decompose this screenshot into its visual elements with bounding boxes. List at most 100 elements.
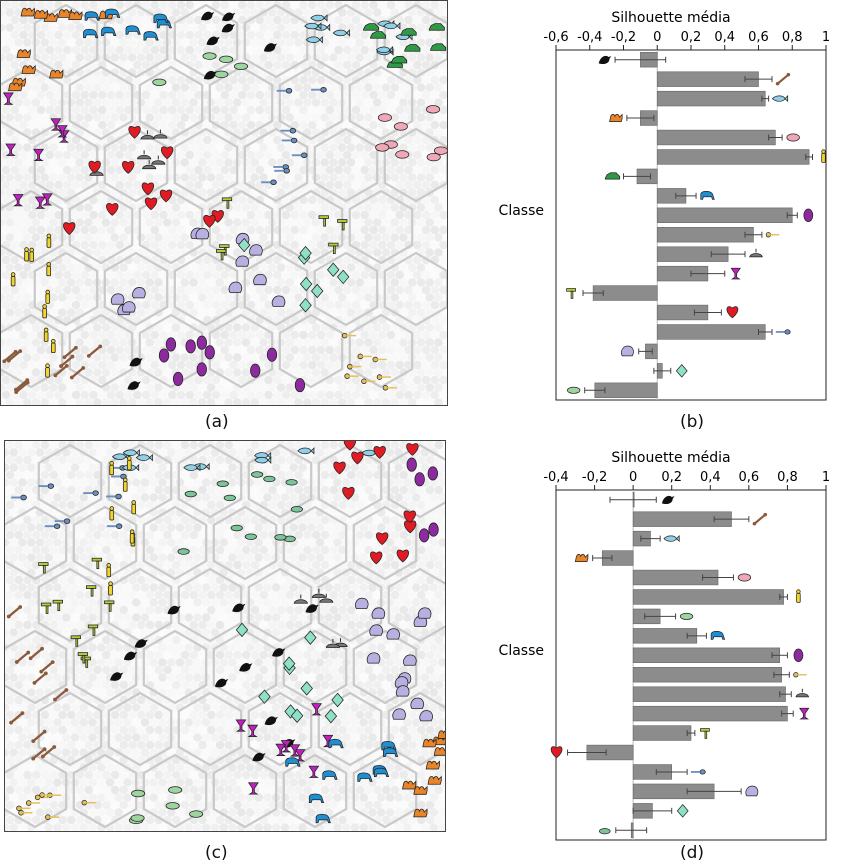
person-icon [43,327,49,342]
lamp-icon [795,688,810,698]
elephant-icon [143,31,159,41]
key-icon [341,332,357,339]
hammer-icon [52,599,63,612]
spoon-icon [280,127,297,134]
turtle-icon [131,789,146,798]
heart-icon [406,443,419,456]
leaf-icon [428,522,439,537]
key-icon [344,373,359,379]
leaf-icon [803,208,814,222]
x-tick-label: -0,2 [582,470,607,485]
lamp-icon [153,129,168,139]
camel-icon [413,808,428,818]
kite-icon [235,622,249,638]
elephant-icon [125,25,141,35]
hammer-icon [70,635,81,647]
heart-icon [159,189,173,203]
hammer-icon [215,249,227,261]
kite-icon [258,689,271,704]
elephant-icon [285,757,301,767]
goblet-icon [289,744,301,757]
heart-icon [403,510,416,524]
bird-icon [661,495,675,505]
leaf-icon [250,363,261,378]
kite-icon [311,283,324,299]
person-icon [109,461,114,476]
bone-icon [39,660,55,674]
cloud-icon [271,295,286,307]
key-icon [372,356,387,363]
x-tick-label: 0,2 [681,30,702,45]
camel-icon [33,9,48,19]
goblet-icon [294,749,306,762]
cloud-icon [369,624,383,636]
key-icon [45,814,60,820]
bird-icon [201,11,215,21]
hammer-icon [566,288,576,299]
bone-icon [53,363,69,378]
hammer-icon [77,652,89,664]
turtle-icon [679,612,694,620]
camel-icon [433,747,445,756]
elephant-icon [700,190,715,200]
hammer-icon [85,585,97,597]
bar-bone [656,71,759,87]
elephant-icon [322,770,338,780]
goblet-icon [247,782,259,795]
heart-icon [333,461,346,475]
hammer-icon [91,557,102,570]
cloud-icon [253,273,267,286]
goblet-icon [33,148,45,162]
kite-icon [300,681,313,696]
x-tick-label: 0,4 [700,470,721,485]
goblet-icon [280,740,292,753]
x-tick-label: 0,4 [714,30,735,45]
panel-label-d: (d) [680,843,705,863]
spoon-icon [38,483,55,489]
frog-icon [216,480,229,487]
person-icon [10,272,16,287]
kite-icon [676,803,689,818]
lamp-icon [142,160,157,170]
hammer-icon [87,624,99,636]
person-icon [127,456,132,471]
leaf-icon [172,371,184,386]
lamp-icon [140,130,155,140]
fish-icon [254,456,272,464]
goblet-icon [2,92,14,105]
frog-icon [599,828,611,835]
chart-b-svg: Silhouette média -0,6 -0,4 -0,2 0 0,2 0,4 0,6 0,… [499,10,830,401]
fish-icon [375,46,394,54]
fish-icon [304,22,322,30]
cloud-icon [392,708,406,720]
key-icon [34,794,50,801]
bone-icon [775,72,791,86]
cloud-icon [366,652,381,664]
bone-icon [6,605,23,619]
car-icon [370,31,387,39]
key-icon [765,232,780,238]
cluster-boundaries [1,3,447,389]
leaf-icon [196,362,207,377]
key-icon [347,363,362,370]
car-icon [430,43,447,51]
cloud-icon [403,654,417,666]
bar-key [656,227,754,243]
x-tick-label: 0,8 [782,30,803,45]
bird-icon [129,357,143,367]
goblet-icon [275,743,287,756]
bird-icon [222,12,236,22]
x-tick-label: 0,2 [661,470,682,485]
lamp-icon [325,639,341,648]
elephant-icon [101,26,117,37]
goblet-icon [41,193,53,206]
camel-icon [57,8,73,18]
bone-icon [28,646,44,661]
spoon-icon [261,179,277,186]
bird-icon [252,752,266,762]
turtle-icon [152,78,167,86]
person-icon [29,247,34,262]
elephant-icon [373,767,390,778]
hammer-icon [40,602,52,614]
heart-icon [88,160,101,174]
